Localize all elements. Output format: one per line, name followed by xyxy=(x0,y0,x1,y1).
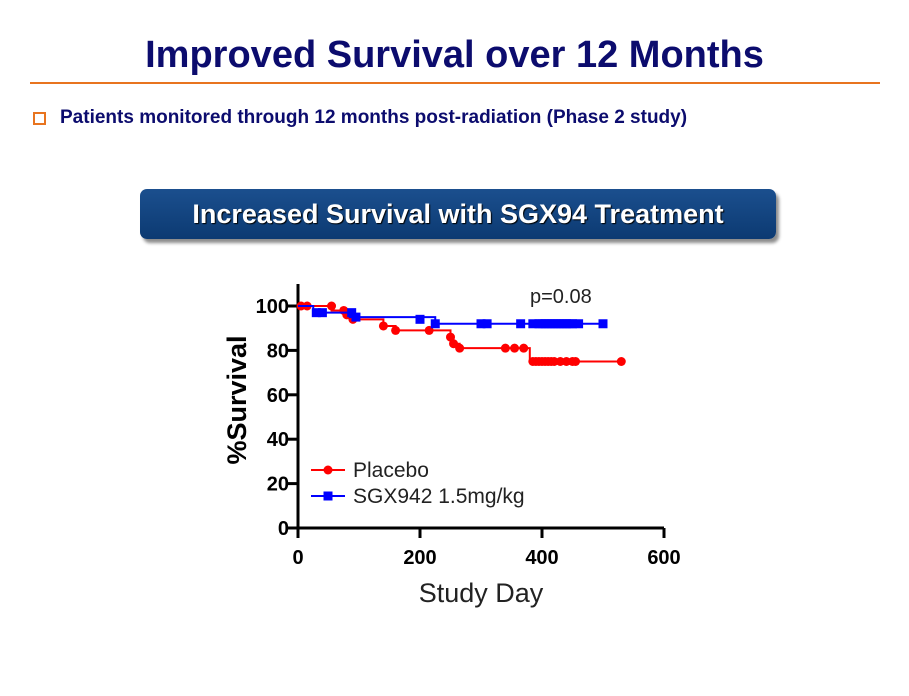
data-point xyxy=(571,357,581,366)
data-point xyxy=(519,343,529,353)
data-point xyxy=(516,319,526,329)
data-point xyxy=(482,319,492,329)
data-point xyxy=(430,319,440,329)
data-point xyxy=(616,357,626,366)
chart-plot xyxy=(296,301,626,366)
x-axis-label: Study Day xyxy=(419,578,544,608)
y-tick-label: 100 xyxy=(256,296,289,318)
y-tick-label: 40 xyxy=(267,429,289,451)
x-tick-label: 0 xyxy=(292,547,303,569)
y-tick-label: 0 xyxy=(278,518,289,540)
series-placebo xyxy=(296,301,626,366)
x-tick-label: 400 xyxy=(525,547,558,569)
data-point xyxy=(568,319,577,329)
p-value-annotation: p=0.08 xyxy=(530,286,592,308)
data-point xyxy=(351,312,361,322)
x-tick-label: 600 xyxy=(647,547,680,569)
y-tick-label: 80 xyxy=(267,340,289,362)
data-point xyxy=(510,343,520,353)
y-axis-label: %Survival xyxy=(222,335,252,464)
bullet-item: Patients monitored through 12 months pos… xyxy=(33,107,687,129)
data-point xyxy=(455,343,465,353)
data-point xyxy=(476,319,486,329)
data-point xyxy=(378,321,388,331)
chart-axes: 0 200 400 600 0 20 40 60 80 100 Study Day %Survival… xyxy=(222,284,681,608)
title-divider xyxy=(30,82,880,84)
chart-legend: Placebo SGX942 1.5mg/kg xyxy=(311,459,525,508)
y-tick-label: 60 xyxy=(267,385,289,407)
data-point xyxy=(528,319,538,329)
data-point xyxy=(574,319,584,329)
data-point xyxy=(311,308,321,318)
slide-title: Improved Survival over 12 Months xyxy=(145,34,764,76)
legend-label: Placebo xyxy=(353,459,429,482)
legend-marker xyxy=(323,491,333,501)
data-point xyxy=(500,343,510,353)
series-sgx942 xyxy=(298,305,608,329)
x-tick-label: 200 xyxy=(403,547,436,569)
square-bullet-icon xyxy=(33,111,46,125)
bullet-text: Patients monitored through 12 months pos… xyxy=(60,107,688,128)
data-point xyxy=(415,314,425,324)
legend-marker xyxy=(323,465,333,475)
data-point xyxy=(327,301,337,311)
y-tick-label: 20 xyxy=(267,474,289,496)
legend-label: SGX942 1.5mg/kg xyxy=(353,485,525,508)
data-point xyxy=(598,319,608,329)
chart-banner: Increased Survival with SGX94 Treatment xyxy=(140,189,776,239)
data-point xyxy=(317,308,327,318)
data-point xyxy=(391,325,401,335)
